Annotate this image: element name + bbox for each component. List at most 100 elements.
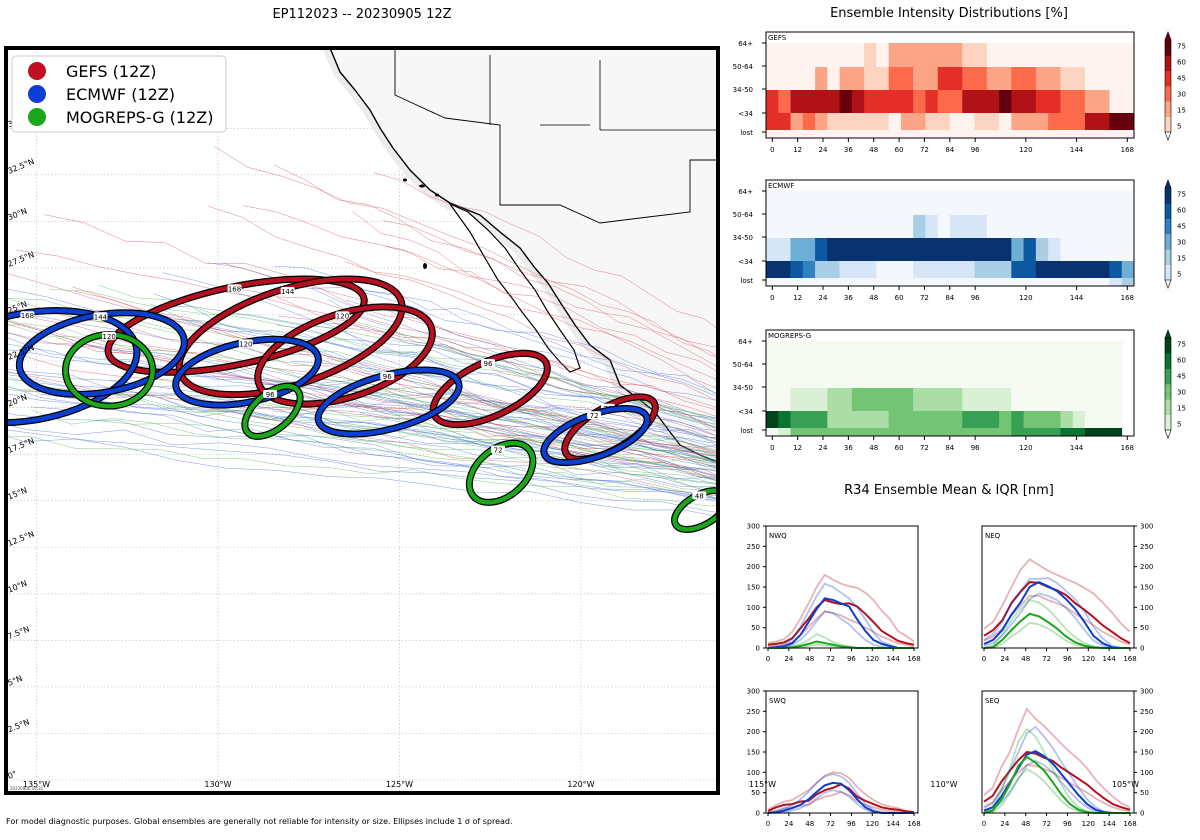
heatmap-x-tick-label: 48 [869, 294, 878, 302]
heatmap-cell [1060, 191, 1074, 215]
r34-y-tick-label: 200 [1140, 563, 1153, 571]
forecast-ellipse [1007, 508, 1055, 545]
ensemble-track [239, 288, 718, 437]
heatmap-cell [851, 341, 865, 365]
heatmap-cell [827, 341, 840, 365]
heatmap-cell [864, 238, 877, 261]
legend-label-gefs: GEFS (12Z) [66, 62, 156, 81]
heatmap-cell [851, 43, 865, 67]
heatmap-cell [974, 215, 988, 238]
heatmap-cell [913, 388, 926, 411]
colorbar-swatch [1165, 40, 1171, 56]
heatmap-cell [1109, 191, 1123, 215]
heatmap-x-tick-label: 96 [971, 294, 980, 302]
map-frame [4, 46, 720, 795]
r34-y-tick-label: 250 [1140, 543, 1153, 551]
heatmap-cell [778, 191, 791, 215]
heatmap-cell [1048, 215, 1061, 238]
heatmap-cell [1084, 130, 1098, 138]
heatmap-cell [1072, 191, 1086, 215]
heatmap-x-tick-label: 12 [793, 146, 802, 154]
heatmap-cell [839, 238, 853, 261]
heatmap-cell [900, 411, 914, 428]
heatmap-cell [913, 90, 926, 113]
heatmap-x-tick-label: 24 [819, 294, 828, 302]
r34-y-tick-label: 50 [751, 624, 760, 632]
heatmap-cell [950, 90, 963, 113]
r34-panel-seq: SEQ 0 24 48 72 96 120 144 168 0 50 100 150 200 250 300 [981, 688, 1153, 828]
heatmap-cell [1023, 238, 1037, 261]
heatmap-cell [925, 411, 939, 428]
lon-tick-label: 105°W [1112, 780, 1139, 789]
heatmap-cell [815, 90, 828, 113]
heatmap-cell [974, 278, 988, 286]
ellipse-hour-label: 72 [590, 412, 599, 420]
heatmap-x-tick-label: 24 [819, 444, 828, 452]
r34-y-tick-label: 250 [1140, 708, 1153, 716]
heatmap-cell [766, 428, 779, 436]
heatmap-cell [864, 67, 877, 90]
heatmap-cell [925, 215, 939, 238]
heatmap-row-label: <34 [738, 408, 753, 416]
heatmap-cell [888, 341, 902, 365]
heatmap-cell [937, 90, 951, 113]
heatmap-cell [1011, 238, 1024, 261]
forecast-ellipse [730, 464, 795, 512]
heatmap-cell [950, 191, 963, 215]
heatmap-cell [802, 365, 816, 388]
heatmap-cell [937, 261, 951, 278]
heatmap-cell [1060, 238, 1074, 261]
heatmap-cell [925, 130, 939, 138]
heatmap-cell [876, 365, 890, 388]
heatmap-cell [778, 67, 791, 90]
hour-label-bg [227, 284, 242, 293]
legend-label-ecmwf: ECMWF (12Z) [66, 85, 175, 104]
heatmap-cell [839, 278, 853, 286]
heatmap-cell [937, 341, 951, 365]
heatmap-cell [1035, 388, 1049, 411]
heatmap-cell [1121, 238, 1135, 261]
heatmap-cell [864, 113, 877, 130]
heatmap-cell [900, 428, 914, 436]
heatmap-cell [876, 411, 890, 428]
ellipse-hour-label: 24 [939, 517, 948, 525]
heatmap-cell [1072, 215, 1086, 238]
heatmap-cell [1097, 388, 1110, 411]
heatmap-cell [1109, 428, 1123, 436]
heatmap-cell [1072, 278, 1086, 286]
heatmap-cell [766, 215, 779, 238]
heatmap-cell [1121, 261, 1135, 278]
heatmap-cell [1035, 130, 1049, 138]
heatmap-panel-label: ECMWF [768, 182, 794, 190]
ensemble-track [6, 272, 718, 457]
ellipse-hour-label: 0 [1087, 533, 1091, 541]
heatmap-cell [1072, 43, 1086, 67]
forecast-ellipse [752, 449, 823, 507]
heatmap-cell [1084, 238, 1098, 261]
heatmap-x-tick-label: 12 [793, 444, 802, 452]
heatmap-cell [876, 67, 890, 90]
r34-frame [765, 525, 919, 649]
hour-label-bg [480, 359, 495, 368]
r34-iqr-high [767, 582, 914, 649]
ellipse-hour-label: 120 [102, 333, 115, 341]
heatmap-cell [827, 43, 840, 67]
heatmap-cell [888, 90, 902, 113]
heatmap-cell [1035, 261, 1049, 278]
heatmap-cell [815, 341, 828, 365]
heatmap-cell [1060, 215, 1074, 238]
heatmap-x-tick-label: 60 [895, 444, 904, 452]
heatmap-cell [790, 90, 804, 113]
heatmap-cell [962, 278, 975, 286]
heatmap-cell [950, 215, 963, 238]
heatmap-cell [1023, 411, 1037, 428]
colorbar-tick-label: 5 [1177, 421, 1181, 429]
heatmap-cell [864, 261, 877, 278]
r34-panel-swq: SWQ 0 24 48 72 96 120 144 168 0 50 100 150 200 250 300 [747, 688, 921, 829]
colorbar-extend-bottom [1164, 131, 1172, 141]
r34-iqr-low [983, 592, 1130, 649]
heatmap-cell [1011, 90, 1024, 113]
heatmap-x-tick-label: 84 [945, 146, 954, 154]
